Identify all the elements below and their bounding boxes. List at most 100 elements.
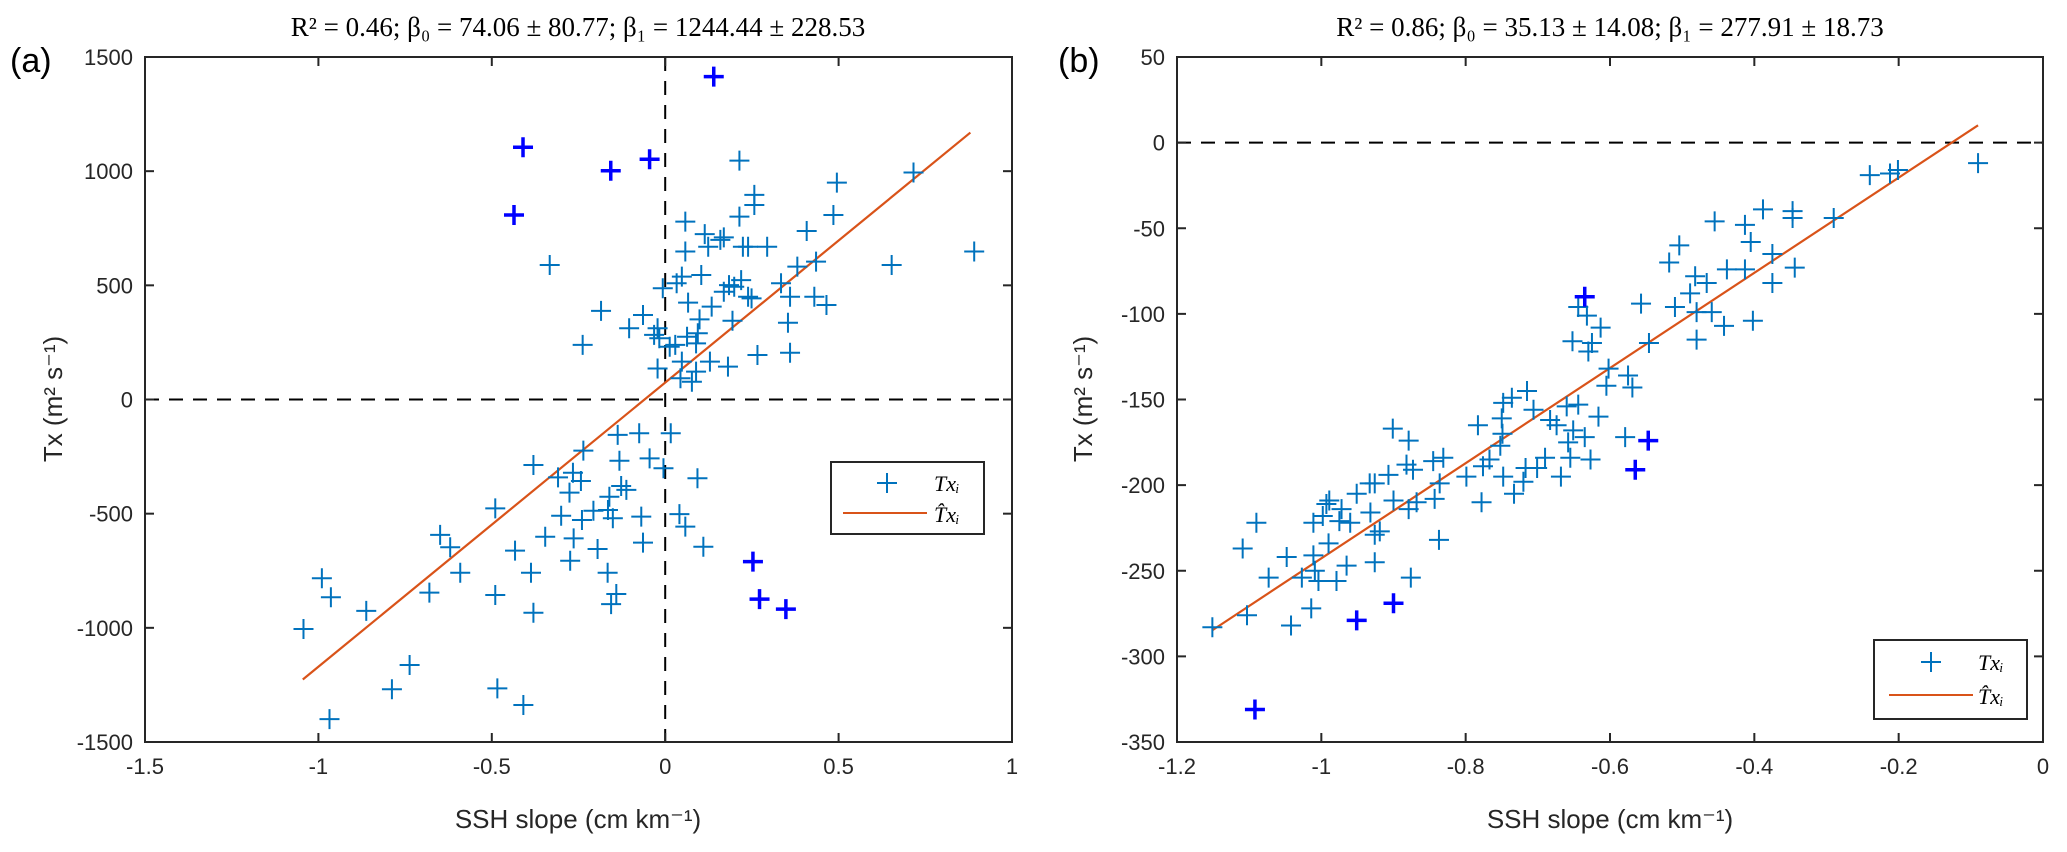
data-point-b [1685,266,1706,287]
data-point-b [1504,483,1525,504]
data-point-a [293,618,314,639]
data-point-a [450,562,471,583]
data-point-b [1329,511,1350,532]
y-tick-label-a: 0 [121,388,133,413]
data-point-a [713,281,734,302]
x-tick-label-a: -0.5 [473,754,511,779]
data-point-a [744,194,765,215]
data-point-b [1590,317,1611,338]
fit-b [1211,124,1979,632]
outlier-point-b [1638,430,1659,451]
data-point-a [717,356,738,377]
ticks-a: -1.5 -1 -0.5 0 0.5 1 -1500 -1000 -500 0 500 1000 150… [77,45,1018,779]
data-point-b [1568,394,1589,415]
data-point-b [1638,332,1659,353]
data-point-b [1581,332,1602,353]
data-point-a [606,584,627,605]
data-point-b [1596,375,1617,396]
data-point-b [1513,471,1534,492]
data-point-a [687,323,708,344]
data-point-a [356,600,377,621]
data-point-a [670,368,691,389]
data-point-a [787,256,808,277]
data-point-a [652,278,673,299]
y-tick-label-a: 500 [96,273,133,298]
data-point-b [1734,259,1755,280]
data-point-b [1823,207,1844,228]
data-point-a [601,594,622,615]
data-point-b [1276,547,1297,568]
x-tick-label-b: -0.2 [1880,754,1918,779]
legend-label-fit-a: T̂xᵢ [934,502,959,527]
data-point-a [653,458,674,479]
data-point-b [1331,499,1352,520]
data-point-b [1615,427,1636,448]
data-point-b [1308,571,1329,592]
x-tick-label-b: -0.4 [1735,754,1773,779]
data-point-a [611,476,632,497]
outlier-point-a [503,205,524,226]
data-point-b [1659,252,1680,273]
data-point-a [639,448,660,469]
x-tick-label-b: -1.2 [1158,754,1196,779]
y-tick-label-b: -50 [1133,216,1165,241]
data-point-b [1580,449,1601,470]
data-point-b [1622,377,1643,398]
fit-line-a [302,131,972,681]
data-point-a [560,550,581,571]
y-tick-label-a: 1000 [84,159,133,184]
data-point-b [1364,524,1385,545]
data-point-a [597,500,618,521]
data-point-a [570,471,591,492]
data-point-a [806,251,827,272]
data-point-a [729,206,750,227]
data-point-b [1312,505,1333,526]
data-point-a [631,506,652,527]
y-tick-label-a: -1000 [77,616,133,641]
data-point-b [1968,153,1989,174]
data-point-a [571,510,592,531]
title-b: R² = 0.86; β₀ = 35.13 ± 14.08; β₁ = 277.… [1336,12,1883,42]
data-point-a [319,709,340,730]
data-point-a [796,220,817,241]
data-point-a [780,342,801,363]
data-point-b [1383,490,1404,511]
data-point-b [1562,331,1583,352]
data-point-b [1574,427,1595,448]
data-point-b [1556,396,1577,417]
data-point-b [1232,538,1253,559]
data-point-b [1202,617,1223,638]
data-point-b [1237,605,1257,626]
data-point-b [1471,492,1492,513]
data-point-a [523,455,544,476]
data-point-a [669,504,690,525]
data-point-a [681,371,702,392]
data-point-b [1701,302,1722,323]
data-point-a [485,498,506,519]
points-b [1202,153,1989,720]
data-point-a [633,305,654,326]
data-point-b [1303,545,1324,566]
outlier-point-b [1383,593,1404,614]
data-point-b [1433,447,1454,468]
y-tick-label-b: -100 [1121,302,1165,327]
axes-frame-b [1176,56,2044,743]
data-point-b [1429,473,1450,494]
legend-label-fit-b: T̂xᵢ [1978,684,2003,709]
axes-frame-a [144,56,1013,743]
data-point-b [1318,533,1339,554]
data-point-a [659,336,680,357]
data-point-b [1304,560,1325,581]
data-point-b [1558,432,1579,453]
data-point-b [1716,259,1737,280]
data-point-a [722,310,743,331]
data-point-b [1301,598,1322,619]
data-point-a [548,467,569,488]
data-point-b [1740,231,1761,252]
data-point-a [551,505,572,526]
x-tick-label-a: 0 [659,754,671,779]
data-point-a [629,423,650,444]
data-point-b [1319,490,1340,511]
data-point-b [1714,315,1735,336]
